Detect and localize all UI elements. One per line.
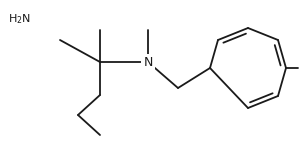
- Text: N: N: [143, 55, 153, 68]
- Text: H$_2$N: H$_2$N: [8, 12, 31, 26]
